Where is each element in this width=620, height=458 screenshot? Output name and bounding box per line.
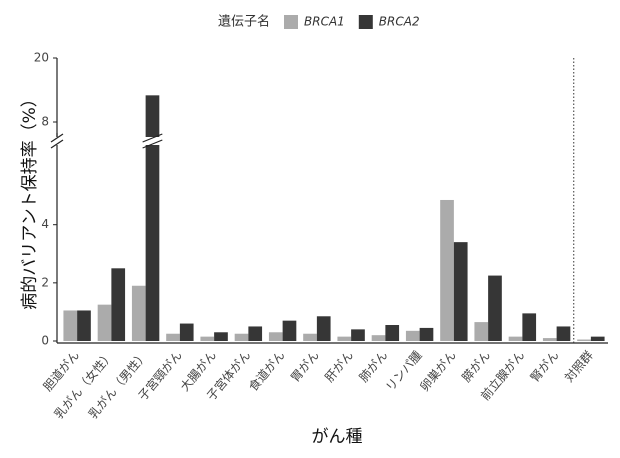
x-tick-group: 食道がん xyxy=(245,348,287,394)
bar xyxy=(179,323,194,341)
y-tick-label: 0 xyxy=(41,334,49,348)
y-axis-title: 病的バリアント保持率（%） xyxy=(20,90,40,309)
bar xyxy=(522,313,537,341)
bar xyxy=(97,304,112,341)
bar xyxy=(351,329,365,341)
bar-break-mark xyxy=(142,139,163,149)
x-tick-label: 胃がん xyxy=(287,348,322,385)
x-tick-group: 胃がん xyxy=(287,348,322,385)
x-tick-label: 乳がん（男性） xyxy=(85,348,150,422)
bar xyxy=(234,333,249,341)
x-tick-group: 腎がん xyxy=(527,348,562,385)
bar xyxy=(371,335,386,341)
x-tick-label: 腎がん xyxy=(527,348,562,385)
bar xyxy=(282,320,297,341)
x-tick-group: 乳がん（女性） xyxy=(51,348,116,422)
bar xyxy=(77,310,91,341)
legend-swatch xyxy=(358,15,373,29)
x-tick-label: 卵巣がん xyxy=(416,348,458,394)
bar xyxy=(488,275,502,341)
x-axis-title: がん種 xyxy=(312,427,363,447)
bar xyxy=(577,339,591,341)
bar xyxy=(474,322,489,341)
x-tick-label: 膵がん xyxy=(458,348,493,385)
x-tick-group: 膵がん xyxy=(458,348,493,385)
bar xyxy=(214,332,228,341)
x-tick-group: 肝がん xyxy=(321,348,356,385)
x-tick-label: 肺がん xyxy=(356,348,391,385)
bar xyxy=(248,326,263,341)
bar xyxy=(440,199,454,341)
legend-swatch xyxy=(284,15,298,29)
axis-break-gap xyxy=(50,137,608,145)
bar-break-mark xyxy=(142,133,163,143)
x-tick-label: 肝がん xyxy=(321,348,356,385)
legend-title: 遺伝子名 xyxy=(218,14,270,30)
axis-break-mark xyxy=(50,133,64,143)
bar xyxy=(303,333,317,341)
y-tick-label: 2 xyxy=(41,275,49,289)
bar xyxy=(316,316,331,341)
x-tick-label: 食道がん xyxy=(245,348,287,394)
y-tick-label: 8 xyxy=(41,115,49,129)
x-tick-group: 肺がん xyxy=(356,348,391,385)
bar xyxy=(63,310,78,341)
bar xyxy=(111,268,126,341)
bar xyxy=(200,336,215,341)
legend-label: BRCA1 xyxy=(304,15,345,29)
x-tick-group: 乳がん（男性） xyxy=(85,348,150,422)
bar xyxy=(590,336,605,341)
bar xyxy=(131,285,146,341)
x-tick-label: 対照群 xyxy=(562,348,596,385)
bar xyxy=(405,330,420,341)
bar xyxy=(337,336,352,341)
bar xyxy=(145,95,160,341)
bar xyxy=(453,242,468,341)
bar xyxy=(556,326,571,341)
y-tick-label: 4 xyxy=(41,217,49,231)
bar xyxy=(542,338,557,341)
legend-label: BRCA2 xyxy=(379,15,420,29)
y-tick-label: 20 xyxy=(34,51,49,65)
bar xyxy=(419,327,434,341)
x-tick-group: 卵巣がん xyxy=(416,348,458,394)
bar xyxy=(166,333,180,341)
axis-break-mark xyxy=(50,139,64,149)
bar xyxy=(385,325,400,341)
x-tick-group: 対照群 xyxy=(562,348,596,385)
bar xyxy=(508,336,523,341)
x-tick-label: 乳がん（女性） xyxy=(51,348,116,422)
bar xyxy=(268,332,283,341)
